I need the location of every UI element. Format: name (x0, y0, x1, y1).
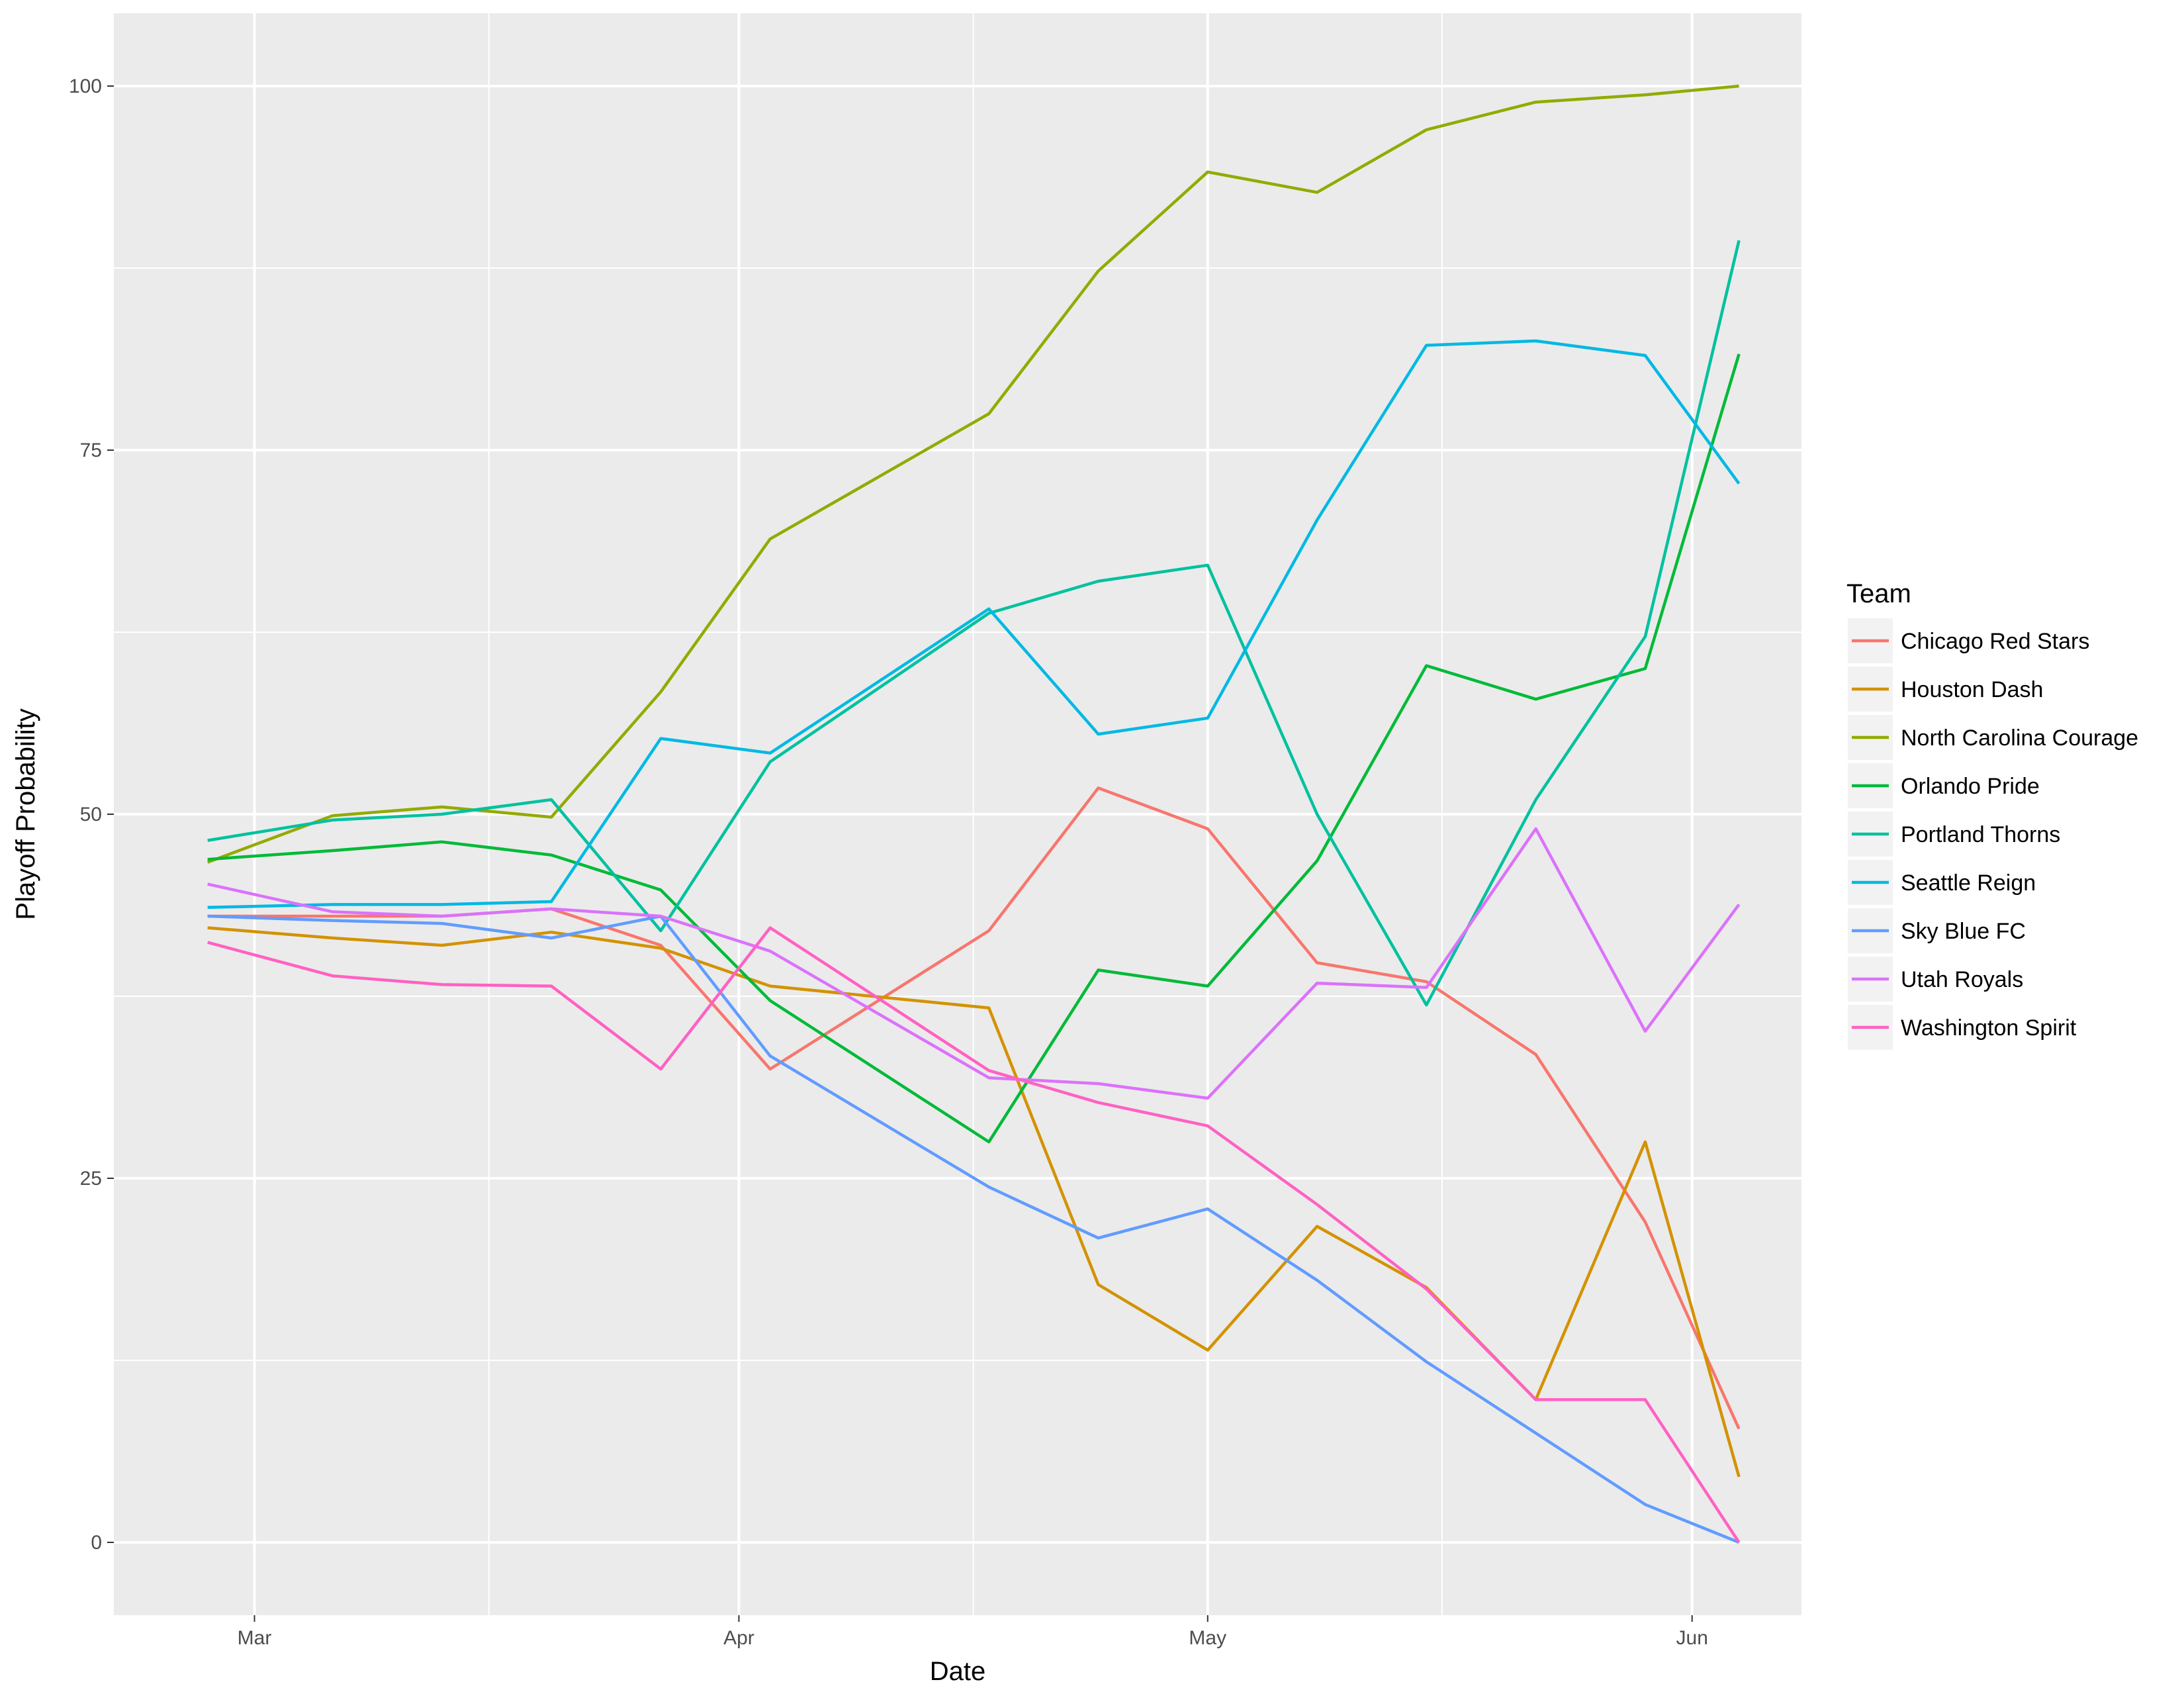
legend-items: Chicago Red Stars Houston Dash North Carol… (1848, 618, 2138, 1050)
legend-item-chicago-red-stars: Chicago Red Stars (1848, 618, 2089, 663)
legend-item-portland-thorns: Portland Thorns (1848, 812, 2060, 857)
series-line-utah-royals (207, 827, 1741, 1100)
major-gridlines (114, 13, 1801, 1615)
y-axis-title: Playoff Probability (11, 708, 40, 919)
y-tick-label: 50 (80, 804, 102, 825)
y-tick-label: 75 (80, 440, 102, 461)
legend-label: Utah Royals (1901, 967, 2023, 992)
series-line-washington-spirit (207, 926, 1741, 1544)
legend-item-north-carolina-courage: North Carolina Courage (1848, 715, 2138, 760)
series-line-seattle-reign (207, 339, 1741, 910)
series-line-sky-blue-fc (207, 914, 1740, 1544)
legend-item-utah-royals: Utah Royals (1848, 957, 2023, 1002)
legend-label: Seattle Reign (1901, 870, 2036, 896)
x-tick-label: May (1189, 1627, 1226, 1649)
series-line-orlando-pride (207, 353, 1741, 1144)
series-lines (206, 84, 1741, 1544)
y-tick-label: 25 (80, 1168, 102, 1190)
y-axis: 0 25 50 75 100 (69, 75, 114, 1554)
legend-label: Washington Spirit (1901, 1015, 2077, 1041)
series-line-north-carolina-courage (206, 84, 1739, 864)
legend-label: Sky Blue FC (1901, 919, 2026, 944)
legend-item-seattle-reign: Seattle Reign (1848, 860, 2036, 905)
legend-label: Chicago Red Stars (1901, 629, 2089, 654)
series-line-portland-thorns (207, 240, 1741, 1007)
legend-label: Houston Dash (1901, 677, 2043, 702)
legend-label: Portland Thorns (1901, 822, 2060, 847)
legend-item-washington-spirit: Washington Spirit (1848, 1005, 2077, 1050)
legend-item-sky-blue-fc: Sky Blue FC (1848, 908, 2026, 953)
x-tick-label: Jun (1676, 1627, 1708, 1649)
x-axis-title: Date (930, 1657, 986, 1686)
x-tick-label: Mar (238, 1627, 272, 1649)
x-axis: Mar Apr May Jun (238, 1615, 1708, 1649)
y-tick-label: 0 (91, 1532, 102, 1554)
legend: Team Chicago Red Stars Houston Dash North … (1846, 579, 2138, 1050)
legend-item-orlando-pride: Orlando Pride (1848, 763, 2040, 808)
y-tick-label: 100 (69, 75, 102, 97)
legend-title: Team (1846, 579, 1911, 608)
legend-item-houston-dash: Houston Dash (1848, 667, 2043, 712)
x-tick-label: Apr (723, 1627, 754, 1649)
legend-label: Orlando Pride (1901, 774, 2040, 799)
legend-label: North Carolina Courage (1901, 726, 2138, 751)
